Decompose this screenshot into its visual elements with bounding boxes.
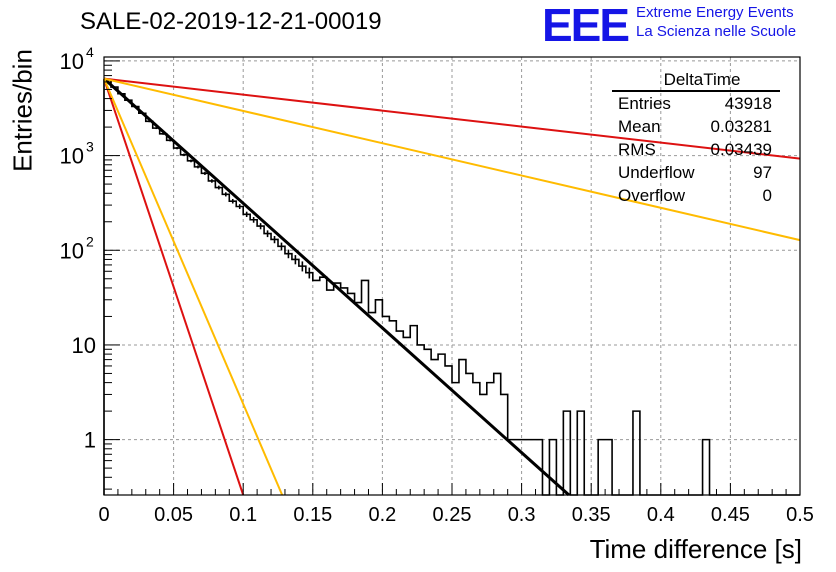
- stats-title: DeltaTime: [612, 70, 780, 92]
- y-tick-exponent: 4: [86, 44, 94, 60]
- x-tick-label: 0.5: [786, 504, 814, 526]
- line-red-steep: [103, 78, 245, 496]
- y-tick-exponent: 2: [86, 233, 94, 249]
- y-tick-exponent: 3: [86, 139, 94, 155]
- stats-value: 0.03281: [710, 117, 772, 136]
- x-axis: 0 0.05 0.1 0.15 0.2 0.25 0.3 0.35 0.4 0.45 0.5: [98, 483, 814, 526]
- y-tick-label: 10: [72, 333, 96, 358]
- line-yellow-shallow: [103, 77, 801, 242]
- curve-lines: [102, 77, 801, 497]
- stats-label: Mean: [618, 117, 661, 136]
- x-tick-label: 0.1: [229, 504, 257, 526]
- x-tick-label: 0.15: [293, 504, 332, 526]
- x-tick-label: 0.25: [433, 504, 472, 526]
- logo-line-1: Extreme Energy Events: [636, 4, 794, 21]
- y-tick-label: 10: [60, 144, 84, 169]
- y-tick-label: 1: [84, 428, 96, 453]
- stats-row-entries: Entries 43918: [612, 92, 780, 115]
- line-red-shallow: [103, 77, 801, 160]
- stats-row-overflow: Overflow 0: [612, 184, 780, 207]
- x-tick-label: 0.4: [647, 504, 675, 526]
- x-tick-label: 0: [98, 504, 109, 526]
- y-tick-label: 10: [60, 238, 84, 263]
- stats-box: DeltaTime Entries 43918 Mean 0.03281 RMS 0.…: [612, 70, 780, 207]
- y-axis-label: Entries/bin: [7, 49, 38, 172]
- stats-row-underflow: Underflow 97: [612, 161, 780, 184]
- stats-label: Entries: [618, 94, 671, 113]
- grid-lines: [104, 57, 800, 495]
- x-axis-label: Time difference [s]: [589, 534, 802, 564]
- stats-label: Underflow: [618, 163, 695, 182]
- line-fit: [102, 77, 570, 497]
- line-yellow-steep: [103, 78, 284, 496]
- stats-value: 43918: [724, 94, 772, 113]
- stats-value: 0.03439: [710, 140, 772, 159]
- stats-label: RMS: [618, 140, 656, 159]
- logo-line-2: La Scienza nelle Scuole: [636, 23, 797, 40]
- x-tick-label: 0.2: [368, 504, 396, 526]
- y-tick-label: 10: [60, 49, 84, 74]
- x-tick-label: 0.3: [508, 504, 536, 526]
- stats-label: Overflow: [618, 186, 686, 205]
- eee-logo: EEE: [542, 0, 630, 51]
- x-tick-label: 0.45: [711, 504, 750, 526]
- stats-row-mean: Mean 0.03281: [612, 115, 780, 138]
- stats-value: 97: [753, 163, 772, 182]
- stats-row-rms: RMS 0.03439: [612, 138, 780, 161]
- x-tick-label: 0.35: [572, 504, 611, 526]
- x-tick-label: 0.05: [154, 504, 193, 526]
- stats-value: 0: [762, 186, 772, 205]
- chart-title: SALE-02-2019-12-21-00019: [80, 8, 382, 35]
